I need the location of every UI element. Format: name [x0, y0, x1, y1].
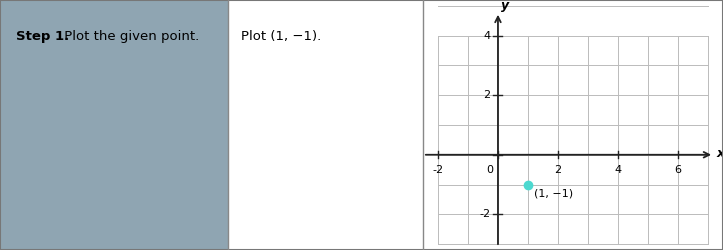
Text: 2: 2: [484, 90, 490, 100]
Text: x: x: [717, 147, 723, 160]
Text: 6: 6: [675, 165, 682, 175]
Text: Step 1.: Step 1.: [16, 30, 69, 43]
Text: 0: 0: [487, 165, 494, 175]
Text: Plot the given point.: Plot the given point.: [60, 30, 200, 43]
Text: -2: -2: [479, 209, 490, 219]
Text: (1, −1): (1, −1): [534, 189, 573, 199]
Text: -2: -2: [432, 165, 443, 175]
Text: 2: 2: [555, 165, 562, 175]
Text: 4: 4: [484, 31, 490, 41]
Text: 4: 4: [615, 165, 622, 175]
Text: y: y: [501, 0, 509, 12]
Text: Plot (1, −1).: Plot (1, −1).: [241, 30, 322, 43]
